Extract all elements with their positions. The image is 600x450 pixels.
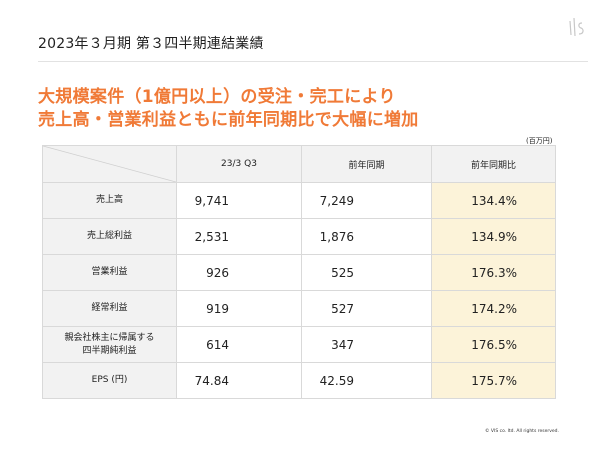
value-prior: 527 [331, 301, 354, 316]
cell-prior: 527 [301, 290, 432, 327]
headline: 大規模案件（1億円以上）の受注・完工により 売上高・営業利益ともに前年同期比で大… [38, 86, 419, 132]
cell-ratio: 134.4% [431, 182, 556, 219]
cell-current: 2,531 [176, 218, 302, 255]
row-label-line-2: 四半期純利益 [82, 345, 137, 356]
row-label: 売上高 [42, 182, 177, 219]
value-ratio: 134.9% [471, 229, 517, 244]
column-header-ratio: 前年同期比 [431, 145, 556, 183]
unit-label: (百万円) [526, 137, 553, 145]
cell-prior: 347 [301, 326, 432, 363]
row-label: 売上総利益 [42, 218, 177, 255]
row-label: 経常利益 [42, 290, 177, 327]
row-label: EPS (円) [42, 362, 177, 399]
table-row-gross-profit: 売上総利益 2,531 1,876 134.9% [42, 218, 556, 255]
value-ratio: 176.3% [471, 265, 517, 280]
value-ratio: 176.5% [471, 337, 517, 352]
value-current: 9,741 [194, 193, 229, 208]
value-prior: 525 [331, 265, 354, 280]
row-label-line-1: 親会社株主に帰属する [64, 332, 155, 343]
cell-prior: 1,876 [301, 218, 432, 255]
value-ratio: 175.7% [471, 373, 517, 388]
value-current: 2,531 [194, 229, 229, 244]
corner-cell [42, 145, 177, 183]
results-table: 23/3 Q3 前年同期 前年同期比 売上高 9,741 7,249 134.4… [42, 145, 556, 399]
value-current: 919 [206, 301, 229, 316]
cell-prior: 525 [301, 254, 432, 291]
page-title: 2023年３月期 第３四半期連結業績 [38, 36, 264, 52]
value-current: 74.84 [194, 373, 229, 388]
vis-logo-icon [569, 17, 584, 37]
table-row-operating-profit: 営業利益 926 525 176.3% [42, 254, 556, 291]
diagonal-line [43, 146, 176, 182]
cell-ratio: 176.5% [431, 326, 556, 363]
column-header-current: 23/3 Q3 [176, 145, 302, 183]
table-header-row: 23/3 Q3 前年同期 前年同期比 [42, 145, 556, 183]
table-row-net-sales: 売上高 9,741 7,249 134.4% [42, 182, 556, 219]
cell-prior: 42.59 [301, 362, 432, 399]
cell-ratio: 175.7% [431, 362, 556, 399]
cell-current: 614 [176, 326, 302, 363]
table-row-net-income: 親会社株主に帰属する 四半期純利益 614 347 176.5% [42, 326, 556, 363]
header-divider [38, 61, 588, 62]
cell-ratio: 176.3% [431, 254, 556, 291]
value-prior: 347 [331, 337, 354, 352]
cell-current: 926 [176, 254, 302, 291]
row-label: 親会社株主に帰属する 四半期純利益 [42, 326, 177, 363]
headline-line-2: 売上高・営業利益ともに前年同期比で大幅に増加 [38, 110, 419, 130]
headline-line-1: 大規模案件（1億円以上）の受注・完工により [38, 87, 396, 107]
value-ratio: 174.2% [471, 301, 517, 316]
value-current: 614 [206, 337, 229, 352]
value-prior: 7,249 [319, 193, 354, 208]
row-label: 営業利益 [42, 254, 177, 291]
value-current: 926 [206, 265, 229, 280]
column-header-prior: 前年同期 [301, 145, 432, 183]
value-prior: 42.59 [319, 373, 354, 388]
value-ratio: 134.4% [471, 193, 517, 208]
copyright-notice: © VIS co. ltd. All rights reserved. [485, 429, 559, 434]
cell-ratio: 134.9% [431, 218, 556, 255]
value-prior: 1,876 [319, 229, 354, 244]
cell-current: 9,741 [176, 182, 302, 219]
cell-current: 919 [176, 290, 302, 327]
cell-prior: 7,249 [301, 182, 432, 219]
table-row-ordinary-profit: 経常利益 919 527 174.2% [42, 290, 556, 327]
table-row-eps: EPS (円) 74.84 42.59 175.7% [42, 362, 556, 399]
cell-ratio: 174.2% [431, 290, 556, 327]
cell-current: 74.84 [176, 362, 302, 399]
